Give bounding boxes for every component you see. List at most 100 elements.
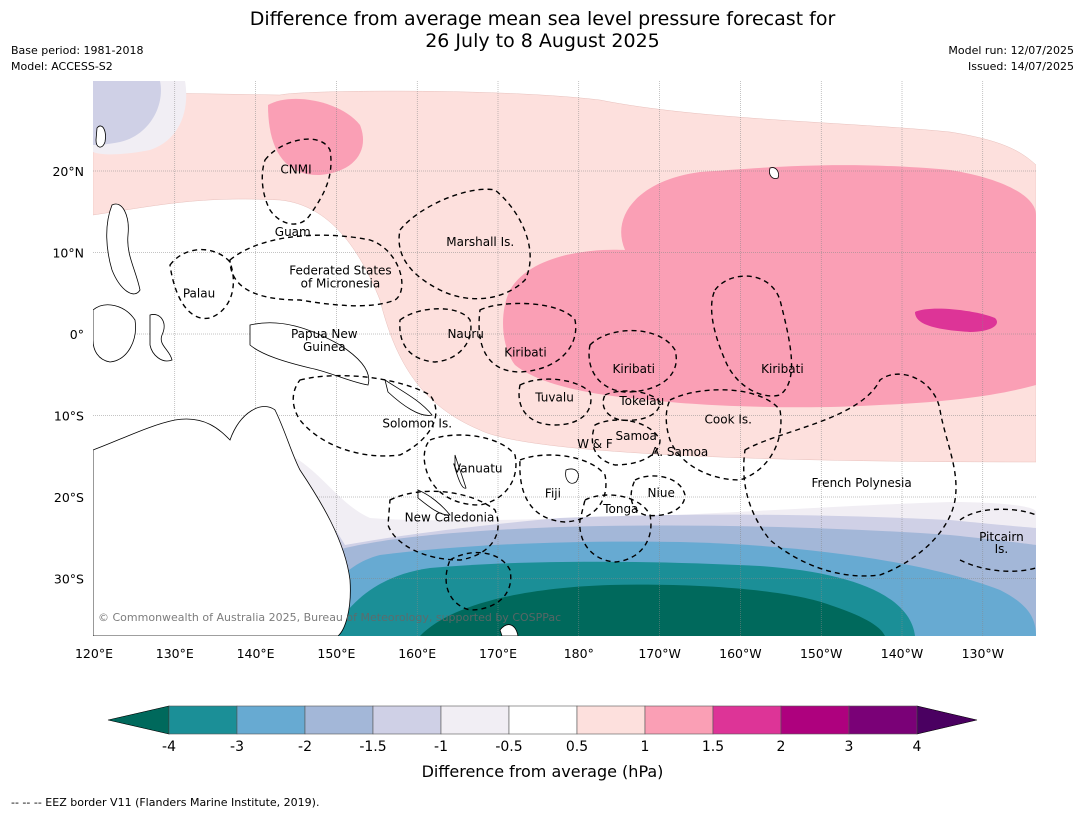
- eez-tokelau: [602, 390, 661, 422]
- eez-fiji: [519, 454, 607, 523]
- region-label: Guinea: [303, 340, 346, 354]
- eez-solomon-islands: [292, 374, 437, 457]
- coastline-australia: [93, 406, 351, 636]
- coastline-vanuatu: [454, 454, 467, 489]
- contour-below-minus-4: [420, 584, 885, 636]
- colorbar-tick-label: 2: [777, 739, 786, 755]
- colorbar-tick-label: -1.5: [359, 739, 386, 755]
- longitude-tick-label: 150°W: [800, 646, 842, 661]
- region-label: Papua New: [291, 327, 358, 341]
- longitude-axis: 120°E 130°E 140°E 150°E 160°E 170°E 180° 170°W 1…: [75, 646, 1004, 661]
- left-metadata: Base period: 1981-2018 Model: ACCESS-S2: [11, 43, 143, 75]
- colorbar-tick-label: -1: [434, 739, 448, 755]
- eez-nauru: [399, 308, 472, 363]
- region-label: Guam: [275, 225, 311, 239]
- eez-cnmi: [261, 138, 332, 225]
- region-label: Niue: [648, 486, 675, 500]
- right-metadata: Model run: 12/07/2025 Issued: 14/07/2025: [948, 43, 1074, 75]
- colorbar-tick-label: -4: [162, 739, 176, 755]
- coastline-taiwan: [95, 125, 106, 148]
- colorbar-tick-label: -0.5: [495, 739, 522, 755]
- region-label: A. Samoa: [651, 445, 708, 459]
- region-label: Federated States: [289, 263, 391, 277]
- region-label: Pitcairn: [979, 530, 1024, 544]
- coastline-solomon-islands: [384, 379, 433, 416]
- colorbar-bin: [508, 705, 578, 735]
- colorbar-label: Difference from average (hPa): [421, 762, 664, 781]
- eez-palau: [169, 248, 234, 320]
- eez-french-polynesia: [743, 373, 957, 577]
- colorbar-tick-label: 4: [913, 739, 922, 755]
- colorbar-bin: [576, 705, 646, 735]
- colorbar-tick-label: -2: [298, 739, 312, 755]
- contour-1-to-1.5: [268, 98, 364, 176]
- eez-kiribati-gilberts: [478, 302, 577, 373]
- copyright-notice: © Commonwealth of Australia 2025, Bureau…: [98, 611, 561, 624]
- eez-niue: [630, 475, 686, 517]
- region-label: Kiribati: [613, 362, 655, 376]
- longitude-tick-label: 130°W: [962, 646, 1004, 661]
- region-label: New Caledonia: [405, 510, 495, 524]
- latitude-tick-label: 20°N: [52, 164, 84, 179]
- latitude-tick-label: 20°S: [54, 490, 84, 505]
- region-label: Fiji: [545, 487, 561, 501]
- latitude-tick-label: 10°S: [54, 409, 84, 424]
- region-label: W & F: [577, 437, 613, 451]
- colorbar-bin: [168, 705, 238, 735]
- region-label: Samoa: [615, 429, 656, 443]
- coastline-new-guinea: [249, 322, 370, 386]
- colorbar: -4 -3 -2 -1.5 -1 -0.5 0.5 1 1.5 2 3 4: [107, 705, 978, 755]
- anomaly-field: [93, 81, 1036, 636]
- region-label: French Polynesia: [811, 476, 911, 490]
- longitude-tick-label: 150°E: [317, 646, 355, 661]
- eez-micronesia: [229, 234, 403, 307]
- longitude-tick-label: 140°W: [881, 646, 923, 661]
- eez-kiribati-line: [710, 275, 793, 397]
- colorbar-bin: [780, 705, 850, 735]
- colorbar-tick-label: 1.5: [702, 739, 724, 755]
- eez-samoa: [591, 419, 661, 466]
- region-label: CNMI: [280, 162, 311, 176]
- coastline-borneo: [93, 304, 136, 363]
- map-title: Difference from average mean sea level p…: [0, 8, 1085, 52]
- colorbar-high-extension: [916, 705, 978, 735]
- eez-tonga: [579, 494, 652, 563]
- longitude-tick-label: 160°W: [719, 646, 761, 661]
- model-name: Model: ACCESS-S2: [11, 60, 113, 73]
- region-label: Solomon Is.: [382, 417, 452, 431]
- title-line-2: 26 July to 8 August 2025: [425, 30, 660, 52]
- longitude-tick-label: 170°E: [479, 646, 517, 661]
- colorbar-low-extension: [107, 705, 170, 735]
- region-label: Tokelau: [618, 394, 664, 408]
- longitude-tick-label: 160°E: [398, 646, 436, 661]
- contour-1.5-to-2: [915, 308, 998, 332]
- colorbar-bin: [440, 705, 510, 735]
- colorbar-bin: [644, 705, 714, 735]
- base-period: Base period: 1981-2018: [11, 44, 144, 57]
- region-label: of Micronesia: [301, 276, 381, 290]
- colorbar-bin: [372, 705, 442, 735]
- colorbar-bin: [712, 705, 782, 735]
- eez-marshall-islands: [398, 188, 531, 300]
- longitude-tick-label: 120°E: [75, 646, 113, 661]
- colorbar-bin: [848, 705, 918, 735]
- coastline-sulawesi: [149, 314, 173, 362]
- longitude-tick-label: 130°E: [156, 646, 194, 661]
- region-label: Cook Is.: [705, 413, 752, 427]
- eez-norfolk: [445, 551, 512, 611]
- region-label: Tuvalu: [534, 391, 574, 405]
- region-label: Tonga: [602, 502, 638, 516]
- region-label: Kiribati: [504, 346, 546, 360]
- eez-kiribati-phoenix: [588, 329, 677, 393]
- region-label: Vanuatu: [453, 461, 503, 475]
- colorbar-bin: [304, 705, 374, 735]
- model-run: Model run: 12/07/2025: [948, 44, 1074, 57]
- coastline-new-zealand: [499, 624, 519, 636]
- coastline-philippines: [106, 203, 141, 295]
- eez-pitcairn: [959, 508, 1036, 572]
- latitude-axis: 20°N 10°N 0° 10°S 20°S 30°S: [52, 164, 84, 587]
- region-label: Is.: [995, 542, 1009, 556]
- colorbar-tick-label: 0.5: [566, 739, 588, 755]
- coastline-fiji: [565, 468, 579, 484]
